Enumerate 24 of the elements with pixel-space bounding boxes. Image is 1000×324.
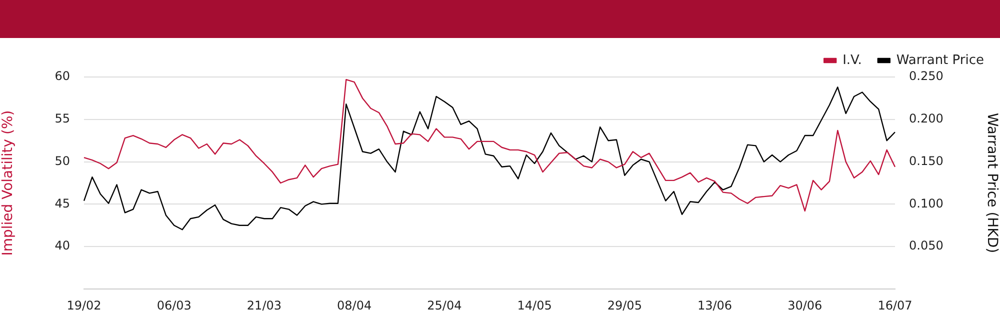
y-tick-label: 50 [54, 154, 70, 168]
x-tick-label: 21/03 [246, 298, 282, 312]
y2-tick-label: 0.200 [909, 112, 944, 126]
x-tick-label: 13/06 [697, 298, 732, 312]
y2-tick-label: 0.150 [909, 154, 944, 168]
y-tick-label: 40 [54, 238, 70, 253]
x-tick-label: 19/02 [66, 298, 102, 312]
x-tick-label: 16/07 [878, 298, 912, 312]
y2-tick-label: 0.050 [909, 238, 944, 253]
y2-tick-label: 0.100 [909, 196, 944, 210]
x-tick-label: 29/05 [607, 298, 642, 312]
y-axis-title: Implied Volatility (%) [0, 110, 16, 256]
x-tick-label: 30/06 [788, 298, 822, 312]
y-tick-label: 60 [54, 69, 70, 84]
x-tick-label: 08/04 [337, 298, 372, 312]
y-tick-label: 45 [54, 196, 70, 210]
legend-label: Warrant Price [896, 52, 984, 68]
y2-tick-label: 0.250 [909, 69, 944, 84]
legend-label: I.V. [842, 52, 862, 68]
y2-axis-title: Warrant Price (HKD) [984, 112, 1000, 254]
x-tick-label: 06/03 [156, 298, 192, 312]
y-tick-label: 55 [54, 112, 70, 126]
x-tick-label: 14/05 [517, 298, 552, 312]
x-tick-label: 25/04 [427, 298, 462, 312]
